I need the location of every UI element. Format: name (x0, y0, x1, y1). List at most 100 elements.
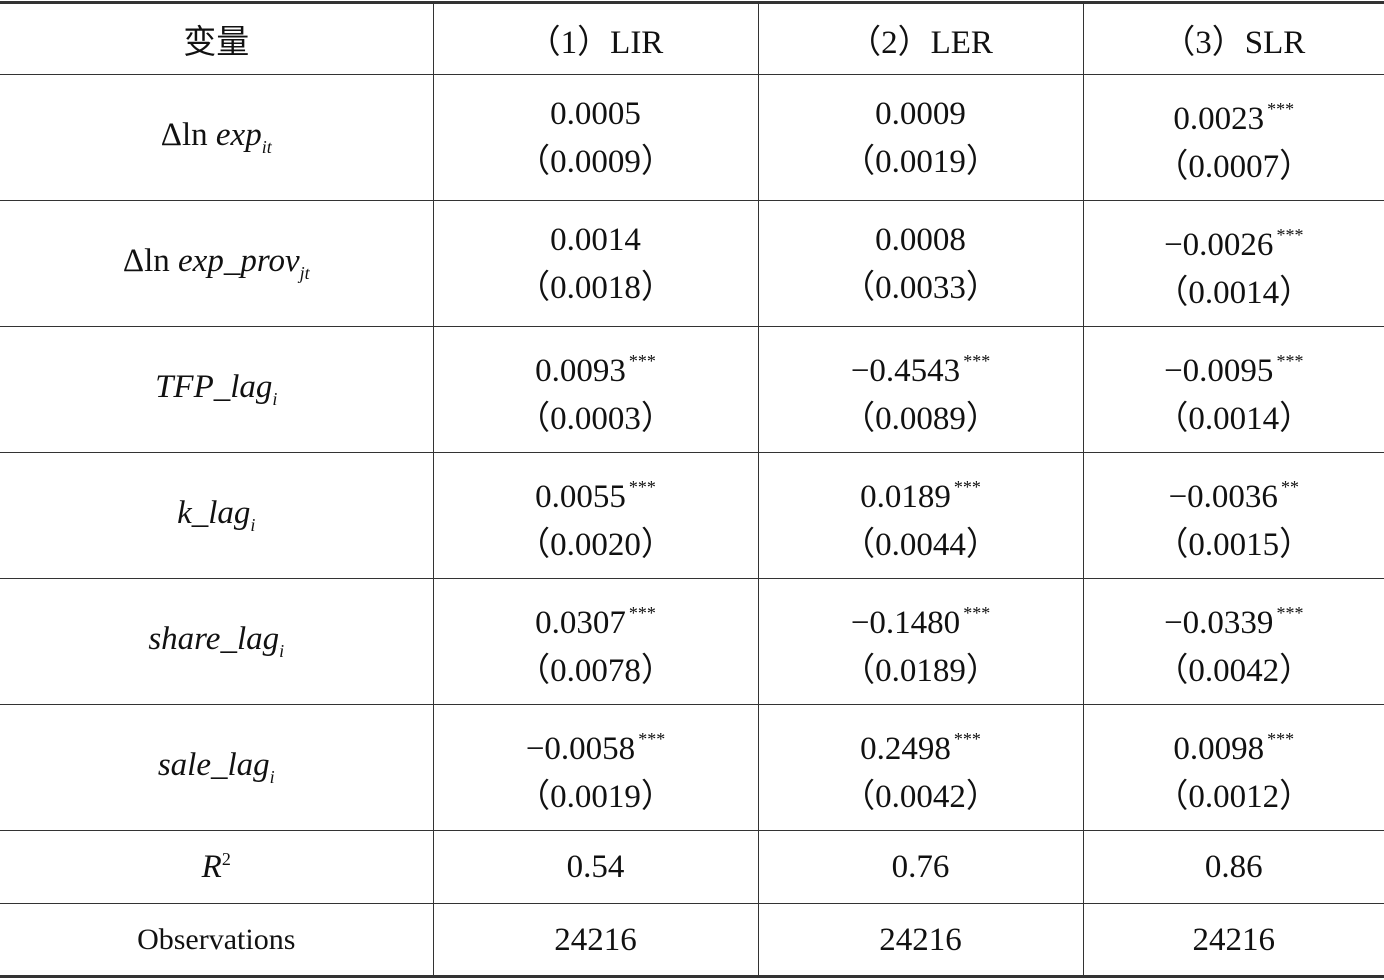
coefficient: 0.0098 (1173, 731, 1264, 767)
significance-stars: *** (1276, 225, 1303, 245)
standard-error: （0.0014） (1084, 269, 1384, 317)
coefficient-line: 0.54 (434, 843, 758, 891)
estimate-cell: 0.86 (1083, 831, 1384, 904)
coefficient-line: 0.86 (1084, 843, 1384, 891)
standard-error: （0.0018） (434, 264, 758, 312)
significance-stars: *** (954, 729, 981, 749)
coefficient: −0.0058 (526, 731, 635, 767)
standard-error: （0.0042） (759, 773, 1083, 821)
estimate-cell: 24216 (433, 904, 758, 977)
coefficient: 0.2498 (860, 731, 951, 767)
estimate-cell: 0.0093***（0.0003） (433, 327, 758, 453)
coefficient-line: 0.0008 (759, 216, 1083, 264)
column-header: （1）LIR (433, 3, 758, 75)
variable-cell: sale_lagi (0, 705, 433, 831)
coefficient-line: 0.0093*** (434, 337, 758, 395)
coefficient-line: 0.0005 (434, 90, 758, 138)
coefficient: 0.54 (567, 849, 625, 885)
coefficient-line: 0.0055*** (434, 463, 758, 521)
estimate-cell: 0.0009（0.0019） (758, 75, 1083, 201)
significance-stars: *** (1267, 729, 1294, 749)
column-header: 变量 (0, 3, 433, 75)
variable-cell: Observations (0, 904, 433, 977)
variable-name: k_lag (177, 495, 250, 531)
standard-error: （0.0007） (1084, 143, 1384, 191)
coefficient-line: 0.0009 (759, 90, 1083, 138)
variable-cell: R2 (0, 831, 433, 904)
coefficient: 0.0093 (535, 353, 626, 389)
significance-stars: *** (1276, 351, 1303, 371)
estimate-cell: 24216 (1083, 904, 1384, 977)
significance-stars: *** (963, 351, 990, 371)
significance-stars: *** (1276, 603, 1303, 623)
variable-prefix: Δln (123, 243, 170, 279)
coefficient: 0.86 (1205, 849, 1263, 885)
coefficient-line: −0.0026*** (1084, 211, 1384, 269)
table-row: R2 0.54 0.76 0.86 (0, 831, 1384, 904)
estimate-cell: −0.4543***（0.0089） (758, 327, 1083, 453)
significance-stars: *** (1267, 99, 1294, 119)
variable-cell: share_lagi (0, 579, 433, 705)
variable-cell: Δln expit (0, 75, 433, 201)
significance-stars: *** (629, 603, 656, 623)
variable-label: Observations (137, 923, 295, 956)
coefficient: 24216 (1193, 922, 1276, 958)
table-row: Δln expit 0.0005 （0.0009）0.0009（0.0019）0.0… (0, 75, 1384, 201)
standard-error: （0.0044） (759, 521, 1083, 569)
variable-superscript: 2 (222, 849, 231, 869)
column-header: （3）SLR (1083, 3, 1384, 75)
header-row: 变量（1）LIR（2）LER（3）SLR (0, 3, 1384, 75)
table-row: sale_lagi−0.0058***（0.0019）0.2498***（0.0… (0, 705, 1384, 831)
coefficient: −0.1480 (851, 605, 960, 641)
variable-name: share_lag (148, 621, 279, 657)
standard-error: （0.0003） (434, 395, 758, 443)
estimate-cell: −0.0036**（0.0015） (1083, 453, 1384, 579)
coefficient: 0.76 (892, 849, 950, 885)
standard-error: （0.0014） (1084, 395, 1384, 443)
significance-stars: *** (963, 603, 990, 623)
estimate-cell: 0.0005 （0.0009） (433, 75, 758, 201)
coefficient-line: 0.0189*** (759, 463, 1083, 521)
standard-error: （0.0078） (434, 647, 758, 695)
table-header: 变量（1）LIR（2）LER（3）SLR (0, 3, 1384, 75)
coefficient-line: −0.0036** (1084, 463, 1384, 521)
estimate-cell: 0.0014（0.0018） (433, 201, 758, 327)
coefficient: 0.0005 (550, 96, 641, 132)
significance-stars: *** (954, 477, 981, 497)
coefficient-line: 24216 (434, 916, 758, 964)
coefficient-line: 0.2498*** (759, 715, 1083, 773)
variable-subscript: i (250, 515, 255, 535)
coefficient-line: −0.1480*** (759, 589, 1083, 647)
significance-stars: *** (638, 729, 665, 749)
coefficient: 0.0055 (535, 479, 626, 515)
standard-error: （0.0189） (759, 647, 1083, 695)
coefficient: 0.0307 (535, 605, 626, 641)
coefficient-line: 24216 (759, 916, 1083, 964)
estimate-cell: 24216 (758, 904, 1083, 977)
estimate-cell: 0.0008（0.0033） (758, 201, 1083, 327)
significance-stars: *** (629, 351, 656, 371)
variable-prefix: Δln (161, 117, 208, 153)
estimate-cell: 0.0189***（0.0044） (758, 453, 1083, 579)
significance-stars: *** (629, 477, 656, 497)
standard-error: （0.0009） (434, 138, 758, 186)
coefficient-line: 0.76 (759, 843, 1083, 891)
variable-subscript: i (279, 641, 284, 661)
variable-cell: k_lagi (0, 453, 433, 579)
estimate-cell: −0.0339***（0.0042） (1083, 579, 1384, 705)
estimate-cell: −0.0026***（0.0014） (1083, 201, 1384, 327)
estimate-cell: 0.2498***（0.0042） (758, 705, 1083, 831)
estimate-cell: 0.0055***（0.0020） (433, 453, 758, 579)
standard-error: （0.0042） (1084, 647, 1384, 695)
standard-error: （0.0012） (1084, 773, 1384, 821)
variable-name: exp_prov (178, 243, 300, 279)
variable-subscript: i (272, 389, 277, 409)
coefficient-line: 0.0014 (434, 216, 758, 264)
estimate-cell: −0.0095***（0.0014） (1083, 327, 1384, 453)
significance-stars: ** (1281, 477, 1299, 497)
